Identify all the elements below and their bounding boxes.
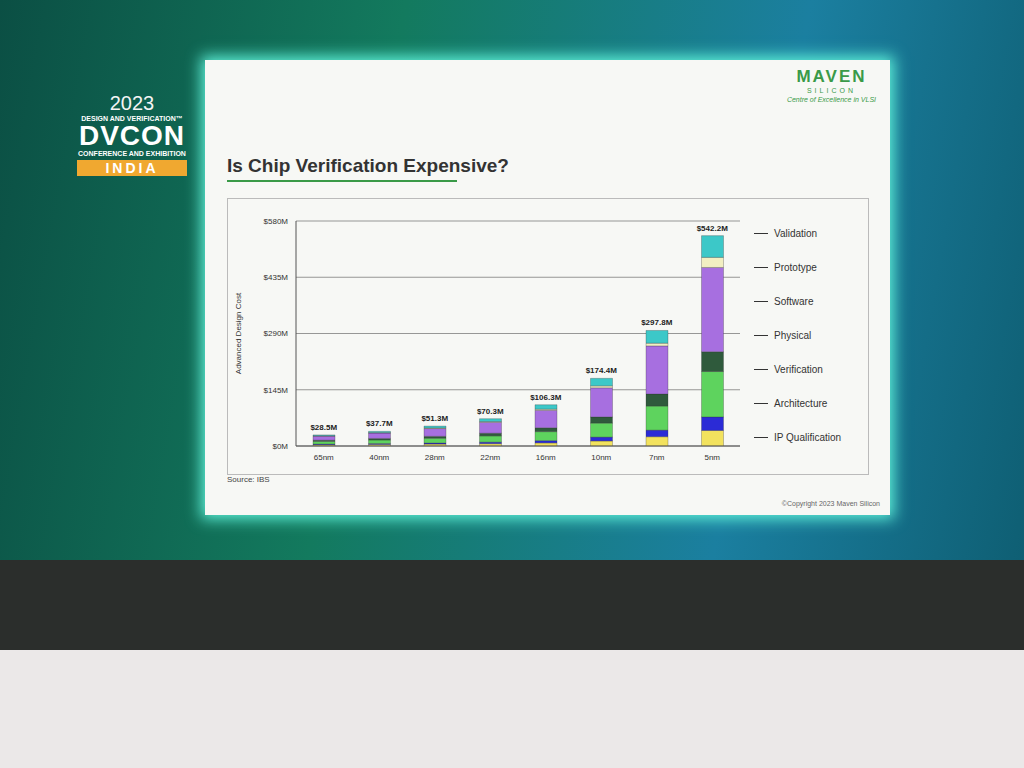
svg-text:$37.7M: $37.7M (366, 419, 393, 428)
svg-text:$106.3M: $106.3M (530, 393, 561, 402)
svg-text:40nm: 40nm (369, 453, 389, 462)
svg-text:22nm: 22nm (480, 453, 500, 462)
html-text:DESIGN AND VERIFICATION™: DESIGN AND VERIFICATION™ (81, 115, 183, 122)
svg-text:65nm: 65nm (314, 453, 334, 462)
svg-text:$297.8M: $297.8M (641, 318, 672, 327)
svg-text:$174.4M: $174.4M (586, 366, 617, 375)
svg-text:7nm: 7nm (649, 453, 665, 462)
html-text:IP Qualification: IP Qualification (774, 432, 842, 443)
html-text:Architecture: Architecture (774, 398, 828, 409)
html-text:Prototype: Prototype (774, 262, 817, 273)
html-text:DVCON: DVCON (78, 120, 186, 151)
svg-text:5nm: 5nm (704, 453, 720, 462)
html-text:INDIA: INDIA (105, 160, 159, 176)
svg-text:$145M: $145M (264, 386, 289, 395)
html-text:SILICON: SILICON (806, 87, 856, 94)
svg-text:$435M: $435M (264, 273, 289, 282)
html-text:Physical: Physical (774, 330, 812, 341)
svg-text:$51.3M: $51.3M (421, 414, 448, 423)
svg-text:$542.2M: $542.2M (697, 224, 728, 233)
html-text:CONFERENCE AND EXHIBITION: CONFERENCE AND EXHIBITION (78, 150, 186, 157)
html-text:Is Chip Verification Expensive: Is Chip Verification Expensive? (227, 155, 509, 176)
html-text:Validation: Validation (774, 228, 818, 239)
html-text:Software: Software (774, 296, 814, 307)
html-text:2023: 2023 (109, 92, 155, 114)
svg-text:$290M: $290M (264, 329, 289, 338)
html-text:MAVEN: MAVEN (796, 67, 867, 86)
html-text:Centre of Excellence in VLSI: Centre of Excellence in VLSI (786, 96, 876, 103)
svg-text:16nm: 16nm (536, 453, 556, 462)
svg-text:10nm: 10nm (591, 453, 611, 462)
html-text:Verification: Verification (774, 364, 823, 375)
svg-text:28nm: 28nm (425, 453, 445, 462)
svg-text:$28.5M: $28.5M (310, 423, 337, 432)
svg-text:Advanced Design Cost: Advanced Design Cost (234, 292, 243, 374)
svg-text:$0M: $0M (272, 442, 288, 451)
html-text:Source: IBS: Source: IBS (227, 475, 270, 484)
svg-text:$70.3M: $70.3M (477, 407, 504, 416)
html-text:©Copyright 2023 Maven Silicon: ©Copyright 2023 Maven Silicon (781, 500, 880, 507)
svg-text:$580M: $580M (264, 217, 289, 226)
